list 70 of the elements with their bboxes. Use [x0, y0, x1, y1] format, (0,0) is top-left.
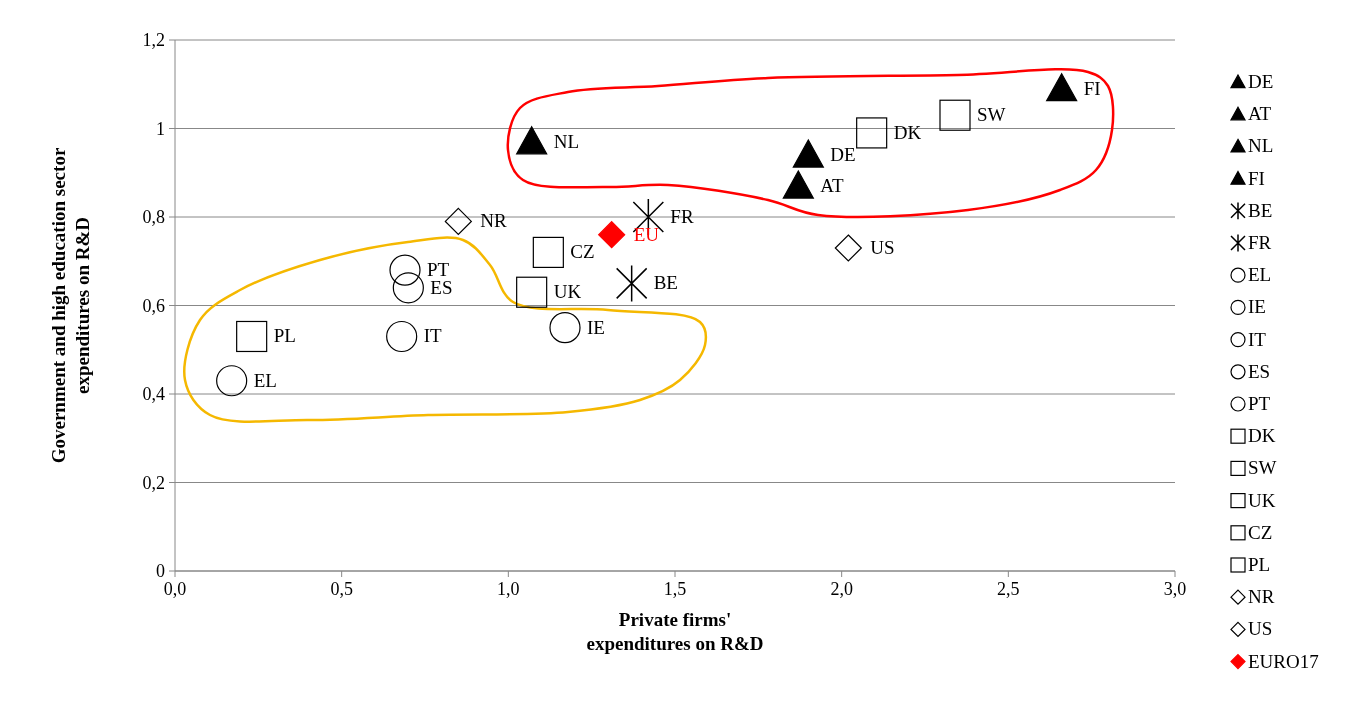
point — [444, 207, 472, 236]
x-tick-label: 1,5 — [663, 579, 687, 599]
x-tick-label: 2,0 — [830, 579, 853, 599]
legend-label: FI — [1248, 167, 1265, 189]
annotation: BE — [653, 272, 678, 294]
y-tick-label: 0,8 — [142, 207, 165, 227]
annotation: NL — [553, 130, 579, 152]
annotation: EU — [633, 223, 660, 245]
legend-label: EURO17 — [1248, 650, 1319, 672]
x-tick-label: 0,0 — [163, 579, 187, 599]
annotation: CZ — [570, 241, 595, 263]
point — [532, 236, 564, 268]
annotation: SW — [977, 104, 1006, 126]
point — [392, 272, 424, 304]
x-tick-label: 2,5 — [997, 579, 1020, 599]
point — [516, 126, 548, 155]
legend-label: IE — [1248, 296, 1266, 318]
y-tick-label: 1,2 — [142, 30, 165, 50]
point — [939, 99, 971, 131]
annotation: US — [870, 236, 895, 258]
annotation: DE — [830, 144, 856, 166]
legend-label: CZ — [1248, 521, 1273, 543]
point — [615, 267, 648, 300]
legend-label: PT — [1248, 393, 1271, 414]
legend-label: PL — [1248, 554, 1271, 575]
x-tick-label: 3,0 — [1163, 579, 1187, 599]
legend-label: US — [1248, 618, 1273, 640]
point — [516, 276, 548, 308]
legend-label: IT — [1248, 328, 1267, 350]
point — [389, 254, 421, 286]
legend-label: DK — [1248, 425, 1276, 447]
point — [549, 312, 581, 344]
point — [236, 320, 268, 353]
annotation: FR — [670, 206, 694, 227]
y-tick-label: 1 — [156, 118, 165, 139]
annotation: PL — [273, 325, 296, 347]
point — [216, 365, 248, 397]
annotation: FI — [1083, 77, 1101, 99]
point — [598, 221, 626, 249]
x-axis-title: Private firms' expenditures on R&D — [586, 609, 764, 654]
legend-label: NL — [1248, 135, 1274, 157]
legend-label: UK — [1248, 489, 1276, 511]
y-tick-label: 0 — [156, 561, 165, 581]
annotation: NR — [480, 210, 508, 232]
y-tick-label: 0,4 — [142, 384, 165, 404]
annotation: AT — [820, 175, 844, 197]
annotation: IE — [587, 316, 605, 338]
y-tick-label: 0,6 — [142, 295, 165, 316]
legend-label: DE — [1248, 71, 1274, 92]
point — [856, 117, 888, 149]
legend-label: NR — [1248, 586, 1275, 608]
y-tick-label: 0,2 — [142, 472, 165, 493]
point — [1046, 73, 1078, 102]
point — [782, 170, 814, 199]
legend-label: AT — [1248, 103, 1272, 125]
annotation: IT — [423, 325, 442, 347]
legend-label: BE — [1248, 199, 1273, 221]
annotation: UK — [553, 281, 582, 303]
y-axis-title: Government and high education sector expenditures on R&D — [48, 147, 93, 464]
legend-label: FR — [1248, 232, 1272, 253]
point — [792, 139, 824, 168]
point — [834, 234, 862, 262]
legend-label: SW — [1248, 457, 1277, 479]
point — [386, 320, 418, 353]
x-tick-label: 0,5 — [330, 579, 353, 599]
annotation: DK — [893, 121, 922, 143]
legend-label: EL — [1248, 264, 1272, 286]
annotation: EL — [253, 369, 277, 391]
x-tick-label: 1,0 — [497, 579, 520, 599]
legend-label: ES — [1248, 360, 1271, 382]
